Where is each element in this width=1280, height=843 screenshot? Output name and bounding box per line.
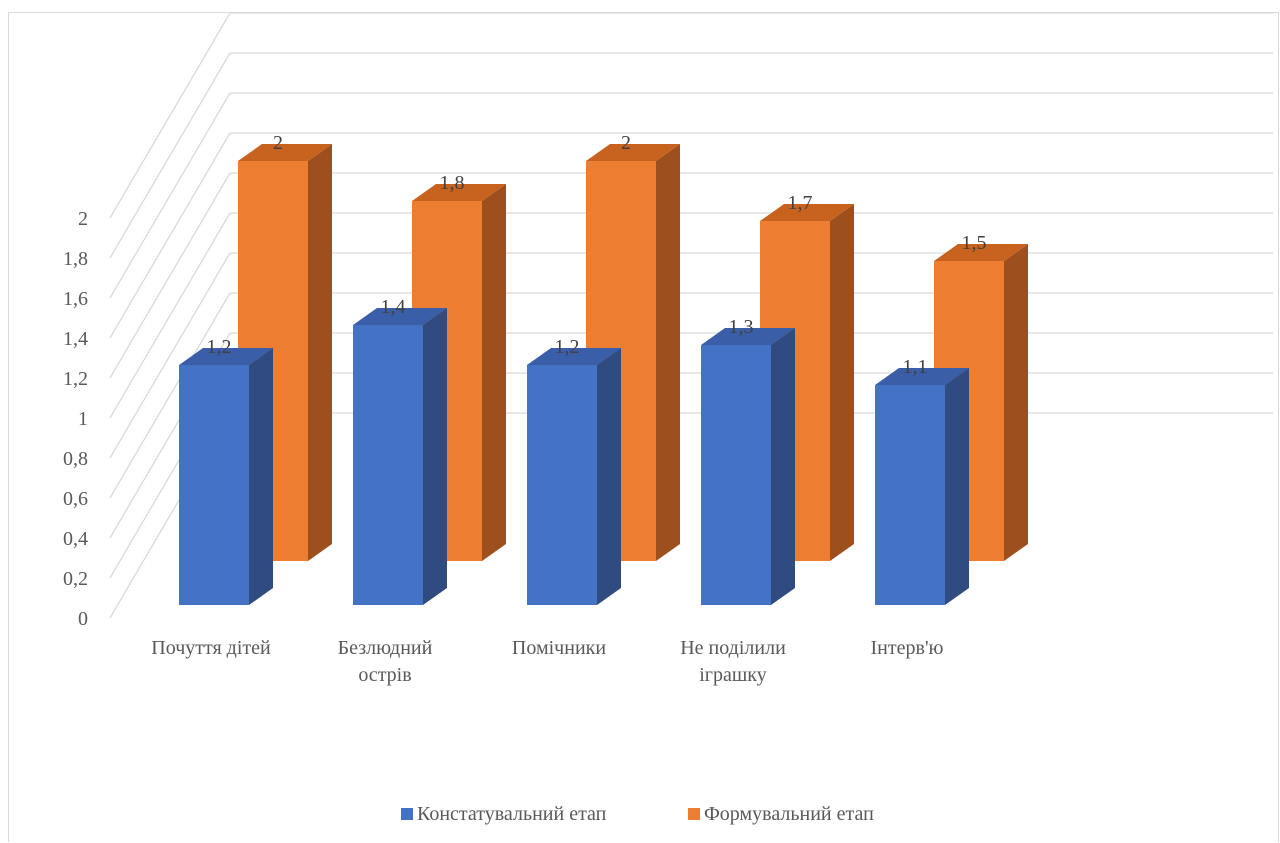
legend: Констатувальний етап Формувальний етап (401, 803, 874, 825)
bar (875, 368, 969, 605)
data-label: 1,2 (207, 336, 232, 358)
bar-top (934, 244, 1028, 261)
gridline-side (109, 52, 231, 259)
y-tick-label: 1 (78, 408, 88, 430)
bar (527, 348, 621, 605)
y-axis-ticks: 0 0,2 0,4 0,6 0,8 1 1,2 1,4 1,6 1,8 2 (63, 208, 88, 630)
legend-label: Формувальний етап (704, 803, 874, 825)
y-tick-label: 0 (78, 608, 88, 630)
y-tick-label: 0,4 (63, 528, 88, 550)
bar-front (875, 385, 945, 605)
data-label: 1,2 (555, 336, 580, 358)
bar-front (701, 345, 771, 605)
category-label: Почуття дітей (151, 637, 271, 659)
gridline-side (109, 12, 231, 219)
bar-side (945, 368, 969, 605)
bar-top (179, 348, 273, 365)
bar-side (1004, 244, 1028, 561)
bar-side (830, 204, 854, 561)
bar (701, 328, 795, 605)
bar-top (412, 184, 506, 201)
category-label: Безлюдний острів (338, 637, 433, 686)
bar-top (527, 348, 621, 365)
bar-top (701, 328, 795, 345)
gridline-side (109, 212, 231, 419)
bar-front (527, 365, 597, 605)
bar (353, 308, 447, 605)
y-tick-label: 1,6 (63, 288, 88, 310)
bar-side (771, 328, 795, 605)
bar-top (875, 368, 969, 385)
y-tick-label: 1,2 (63, 368, 88, 390)
bar-top (586, 144, 680, 161)
legend-swatch (401, 808, 413, 820)
gridline-side (109, 172, 231, 379)
y-tick-label: 1,8 (63, 248, 88, 270)
bars (179, 144, 1028, 605)
data-labels: 2 1,8 2 1,7 1,5 1,2 1,4 1,2 1,3 1,1 (207, 132, 987, 378)
bar-side (656, 144, 680, 561)
category-label: Помічники (512, 637, 606, 659)
bar-side (597, 348, 621, 605)
bar-top (760, 204, 854, 221)
y-tick-label: 0,8 (63, 448, 88, 470)
data-label: 2 (621, 132, 631, 154)
bar-side (482, 184, 506, 561)
y-tick-label: 2 (78, 208, 88, 230)
data-label: 1,7 (788, 192, 813, 214)
grid-lines (109, 12, 1273, 619)
bar-side (249, 348, 273, 605)
bar-front (179, 365, 249, 605)
bar-side (308, 144, 332, 561)
gridline-side (109, 132, 231, 339)
legend-label: Констатувальний етап (417, 803, 607, 825)
bar-front (353, 325, 423, 605)
data-label: 2 (273, 132, 283, 154)
bar-top (238, 144, 332, 161)
gridline-side (109, 92, 231, 299)
bar-side (423, 308, 447, 605)
bar-top (353, 308, 447, 325)
category-labels: Почуття дітей Безлюдний острів Помічники Не … (151, 637, 943, 686)
data-label: 1,5 (962, 232, 987, 254)
gridline-side (109, 292, 231, 499)
legend-swatch (688, 808, 700, 820)
bar (179, 348, 273, 605)
category-label: Не поділили іграшку (680, 637, 786, 686)
data-label: 1,8 (440, 172, 465, 194)
y-tick-label: 0,6 (63, 488, 88, 510)
y-tick-label: 1,4 (63, 328, 88, 350)
data-label: 1,4 (381, 296, 406, 318)
y-tick-label: 0,2 (63, 568, 88, 590)
data-label: 1,3 (729, 316, 754, 338)
gridline-side (109, 252, 231, 459)
data-label: 1,1 (903, 356, 928, 378)
category-label: Інтерв'ю (871, 637, 944, 659)
